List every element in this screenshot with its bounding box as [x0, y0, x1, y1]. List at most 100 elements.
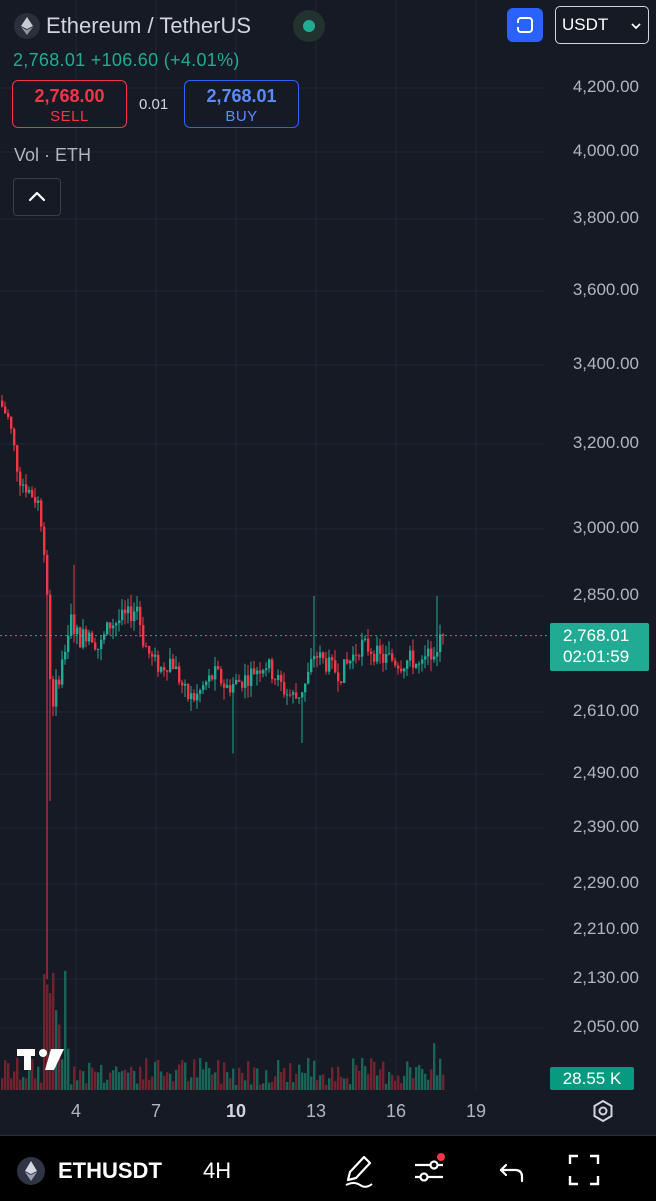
volume-bar [115, 1066, 118, 1090]
volume-bar [139, 1066, 142, 1090]
candle-body [127, 606, 130, 614]
candle-body [286, 694, 289, 696]
volume-bar [43, 974, 46, 1090]
volume-bar [199, 1058, 202, 1090]
buy-button[interactable]: 2,768.01 BUY [184, 80, 299, 128]
eth-logo-icon [14, 13, 40, 39]
price-axis-label: 2,290.00 [572, 873, 639, 892]
volume-bar [262, 1083, 265, 1090]
candle-body [253, 668, 256, 675]
candle-body [49, 594, 52, 680]
candle-body [103, 634, 106, 640]
volume-bar [259, 1084, 262, 1090]
candle-body [226, 685, 229, 688]
volume-bar [274, 1076, 277, 1090]
collapse-button[interactable] [13, 178, 61, 216]
indicators-icon[interactable] [412, 1152, 448, 1193]
candle-body [403, 668, 406, 672]
candle-body [298, 697, 301, 699]
candle-body [175, 666, 178, 670]
volume-bar [7, 1063, 10, 1090]
volume-bar [328, 1078, 331, 1090]
volume-bar [103, 1082, 106, 1090]
candlestick-chart[interactable] [0, 0, 656, 1135]
candle-body [199, 690, 202, 694]
candle-body [283, 682, 286, 695]
compare-symbol-button[interactable] [507, 8, 543, 42]
price-axis-label: 2,130.00 [572, 968, 639, 987]
price-change: 2,768.01 +106.60 (+4.01%) [13, 50, 240, 70]
volume-bar [31, 1059, 34, 1090]
candle-body [250, 668, 253, 686]
candle-body [385, 654, 388, 663]
candle-body [31, 489, 34, 498]
candle-body [154, 654, 157, 657]
candle-body [58, 679, 61, 685]
sell-label: SELL [50, 108, 89, 125]
sell-button[interactable]: 2,768.00 SELL [12, 80, 127, 128]
timeframe-selector[interactable]: 4H [203, 1158, 232, 1183]
candle-body [4, 406, 7, 414]
candle-body [430, 648, 433, 660]
volume-bar [145, 1058, 148, 1090]
candle-body [280, 674, 283, 683]
price-axis-label: 2,210.00 [572, 919, 639, 938]
market-status-icon[interactable] [293, 10, 325, 42]
volume-bar [217, 1060, 220, 1090]
chart-settings-gear-icon[interactable] [590, 1098, 616, 1129]
candle-body [67, 635, 70, 652]
volume-bar [316, 1080, 319, 1090]
volume-bar [442, 1074, 445, 1090]
draw-pen-icon[interactable] [342, 1152, 376, 1193]
candle-body [40, 500, 43, 527]
candle-body [418, 663, 421, 665]
eth-logo-icon [16, 1156, 46, 1191]
candle-body [88, 632, 91, 642]
undo-icon[interactable] [497, 1156, 527, 1191]
volume-bar [433, 1043, 436, 1090]
volume-bar [142, 1079, 145, 1090]
bottom-symbol[interactable]: ETHUSDT [58, 1158, 162, 1183]
candle-body [265, 668, 268, 671]
volume-bar [379, 1069, 382, 1090]
volume-bar [76, 1080, 79, 1090]
volume-bar [16, 1057, 19, 1090]
volume-bar [292, 1082, 295, 1090]
candle-body [370, 651, 373, 655]
candle-body [139, 606, 142, 626]
volume-value-tag: 28.55 K [550, 1067, 634, 1090]
candle-body [1, 400, 4, 407]
candle-body [214, 666, 217, 680]
price-axis-label: 3,000.00 [572, 518, 639, 537]
volume-bar [319, 1075, 322, 1090]
currency-select[interactable]: USDT [555, 6, 649, 44]
candle-body [130, 606, 133, 622]
volume-indicator-label[interactable]: Vol · ETH [14, 145, 92, 165]
price-axis-label: 2,390.00 [572, 817, 639, 836]
volume-bar [268, 1082, 271, 1090]
volume-bar [376, 1075, 379, 1090]
volume-bar [325, 1084, 328, 1090]
volume-bar [61, 1059, 64, 1090]
volume-bar [118, 1072, 121, 1090]
candle-body [349, 660, 352, 664]
volume-bar [244, 1080, 247, 1090]
volume-bar [28, 1063, 31, 1090]
time-axis-label: 4 [70, 1101, 82, 1121]
volume-bar [181, 1060, 184, 1090]
current-price-tag: 2,768.01 02:01:59 [550, 623, 649, 671]
volume-bar [280, 1071, 283, 1090]
volume-bar [151, 1076, 154, 1090]
volume-bar [385, 1083, 388, 1090]
candle-body [205, 681, 208, 686]
candle-body [274, 679, 277, 681]
candle-body [415, 663, 418, 668]
candle-body [433, 656, 436, 660]
volume-bar [91, 1067, 94, 1090]
buy-price: 2,768.01 [206, 86, 277, 106]
candle-body [232, 684, 235, 693]
volume-bar [370, 1058, 373, 1090]
candle-body [301, 692, 304, 698]
volume-bar [253, 1067, 256, 1090]
fullscreen-icon[interactable] [567, 1153, 601, 1192]
